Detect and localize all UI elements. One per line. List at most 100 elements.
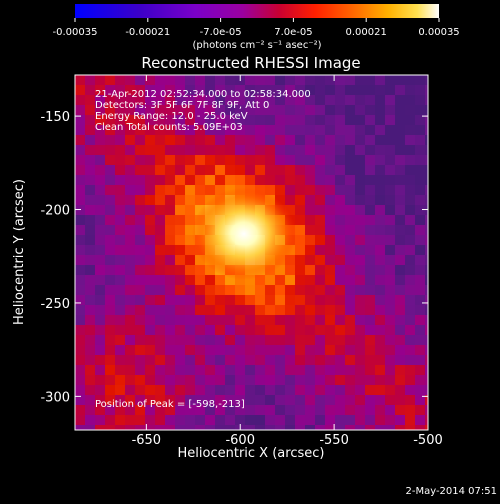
heatmap-cell: [115, 255, 125, 265]
heatmap-cell: [335, 115, 345, 125]
heatmap-cell: [175, 425, 185, 430]
heatmap-cell: [305, 235, 315, 245]
heatmap-cell: [185, 305, 195, 315]
heatmap-cell: [135, 365, 145, 375]
heatmap-cell: [175, 145, 185, 155]
heatmap-cell: [215, 95, 225, 105]
heatmap-cell: [315, 405, 325, 415]
heatmap-cell: [265, 75, 275, 85]
heatmap-cell: [235, 115, 245, 125]
heatmap-cell: [225, 275, 235, 285]
heatmap-cell: [335, 225, 345, 235]
heatmap-cell: [405, 235, 415, 245]
heatmap-cell: [245, 425, 255, 430]
heatmap-cell: [195, 185, 205, 195]
heatmap-cell: [175, 395, 185, 405]
heatmap-cell: [115, 225, 125, 235]
heatmap-cell: [315, 255, 325, 265]
heatmap-cell: [175, 295, 185, 305]
heatmap-cell: [265, 315, 275, 325]
heatmap-cell: [265, 85, 275, 95]
heatmap-cell: [265, 305, 275, 315]
heatmap-cell: [335, 245, 345, 255]
heatmap-cell: [145, 115, 155, 125]
heatmap-cell: [155, 275, 165, 285]
heatmap-cell: [75, 315, 85, 325]
heatmap-cell: [305, 295, 315, 305]
heatmap-cell: [325, 225, 335, 235]
heatmap-cell: [355, 265, 365, 275]
heatmap-cell: [195, 275, 205, 285]
heatmap-cell: [365, 205, 375, 215]
heatmap-cell: [385, 135, 395, 145]
heatmap-cell: [315, 75, 325, 85]
heatmap-cell: [405, 415, 415, 425]
heatmap-cell: [405, 395, 415, 405]
heatmap-cell: [145, 305, 155, 315]
timestamp: 2-May-2014 07:51: [405, 486, 497, 497]
heatmap-cell: [205, 125, 215, 135]
heatmap-cell: [385, 215, 395, 225]
heatmap-cell: [425, 275, 428, 285]
heatmap-cell: [295, 365, 305, 375]
heatmap-cell: [305, 225, 315, 235]
heatmap-cell: [255, 185, 265, 195]
heatmap-cell: [355, 95, 365, 105]
heatmap-cell: [335, 285, 345, 295]
heatmap-cell: [235, 355, 245, 365]
heatmap-cell: [355, 415, 365, 425]
heatmap-cell: [145, 225, 155, 235]
heatmap-cell: [255, 315, 265, 325]
heatmap-cell: [75, 425, 85, 430]
heatmap-cell: [345, 385, 355, 395]
heatmap-cell: [75, 405, 85, 415]
heatmap-cell: [405, 135, 415, 145]
heatmap-cell: [245, 395, 255, 405]
heatmap-cell: [255, 365, 265, 375]
heatmap-cell: [75, 75, 85, 85]
heatmap-cell: [185, 75, 195, 85]
heatmap-cell: [375, 125, 385, 135]
heatmap-cell: [75, 175, 85, 185]
heatmap-cell: [235, 135, 245, 145]
heatmap-cell: [215, 405, 225, 415]
heatmap-cell: [95, 325, 105, 335]
heatmap-cell: [195, 145, 205, 155]
heatmap-cell: [155, 365, 165, 375]
heatmap-cell: [315, 95, 325, 105]
heatmap-cell: [125, 325, 135, 335]
heatmap-cell: [395, 365, 405, 375]
heatmap-cell: [365, 75, 375, 85]
heatmap-cell: [175, 375, 185, 385]
heatmap-cell: [275, 195, 285, 205]
heatmap-cell: [95, 105, 105, 115]
heatmap-cell: [95, 375, 105, 385]
heatmap-cell: [135, 255, 145, 265]
heatmap-cell: [145, 95, 155, 105]
heatmap-cell: [205, 425, 215, 430]
heatmap-cell: [335, 415, 345, 425]
heatmap-cell: [145, 175, 155, 185]
heatmap-cell: [115, 125, 125, 135]
heatmap-cell: [355, 85, 365, 95]
colorbar-tick-label: 7.0e-05: [274, 27, 312, 38]
heatmap-cell: [375, 265, 385, 275]
heatmap-cell: [145, 75, 155, 85]
heatmap-cell: [85, 145, 95, 155]
heatmap-cell: [185, 425, 195, 430]
heatmap-cell: [205, 85, 215, 95]
heatmap-cell: [245, 95, 255, 105]
heatmap-cell: [355, 385, 365, 395]
heatmap-cell: [95, 145, 105, 155]
heatmap-cell: [315, 85, 325, 95]
heatmap-cell: [235, 105, 245, 115]
heatmap-cell: [175, 415, 185, 425]
heatmap-cell: [235, 325, 245, 335]
heatmap-cell: [365, 365, 375, 375]
heatmap-cell: [165, 415, 175, 425]
heatmap-cell: [305, 325, 315, 335]
heatmap-cell: [125, 365, 135, 375]
heatmap-cell: [185, 285, 195, 295]
heatmap-cell: [115, 295, 125, 305]
heatmap-cell: [335, 165, 345, 175]
